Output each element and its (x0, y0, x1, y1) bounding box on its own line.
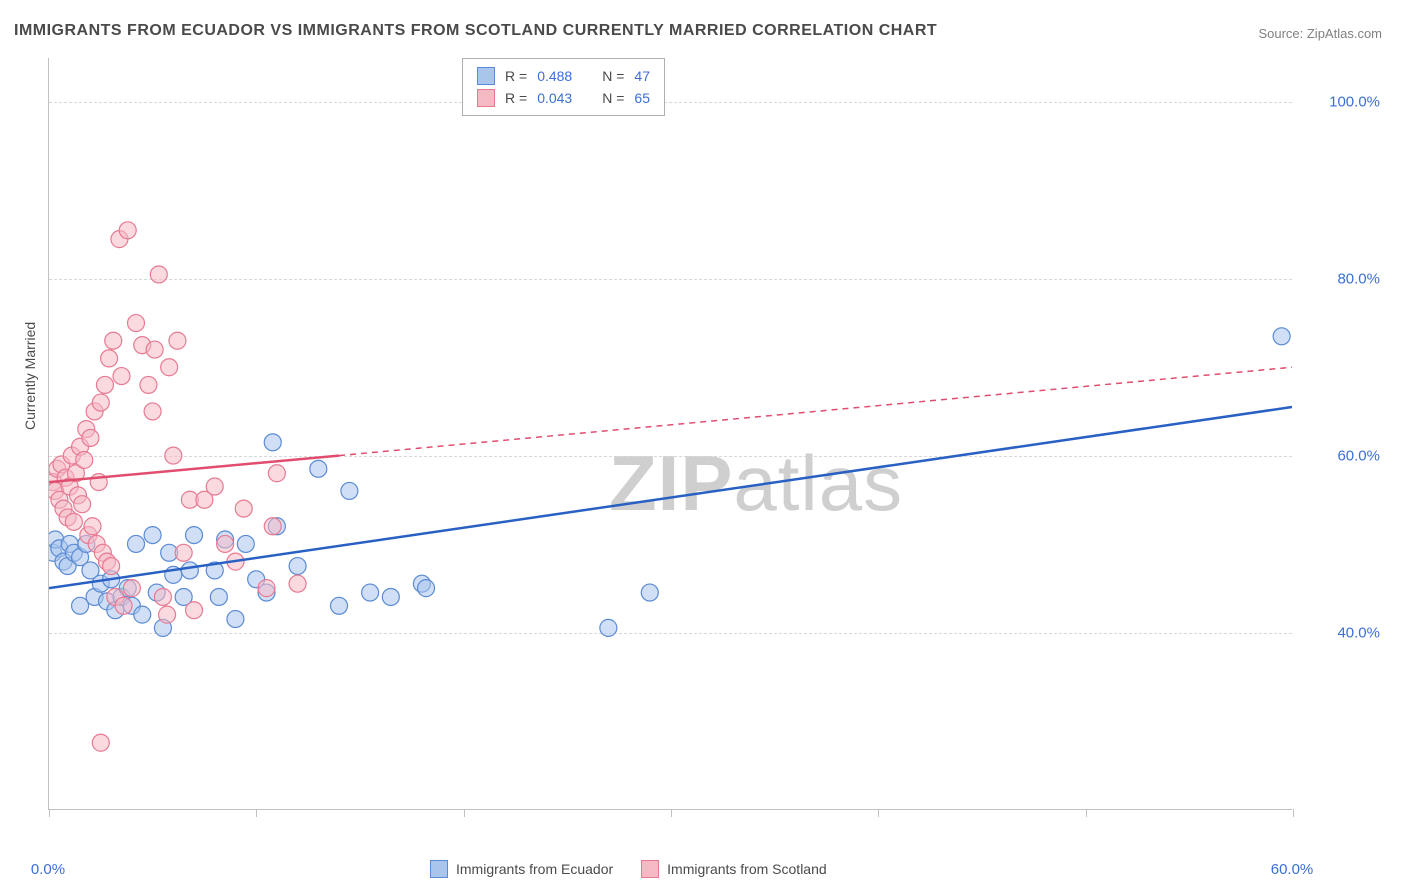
y-tick-label: 40.0% (1337, 625, 1380, 642)
x-tick (878, 809, 879, 817)
chart-svg (49, 58, 1292, 809)
y-tick-label: 100.0% (1329, 94, 1380, 111)
swatch-scotland (477, 89, 495, 107)
legend-row-scotland: R = 0.043 N = 65 (477, 87, 650, 109)
legend-item-ecuador: Immigrants from Ecuador (430, 860, 613, 878)
x-tick-label: 0.0% (31, 861, 65, 878)
r-value-ecuador: 0.488 (537, 68, 572, 84)
r-label: R = (505, 68, 527, 84)
chart-title: IMMIGRANTS FROM ECUADOR VS IMMIGRANTS FR… (14, 22, 937, 40)
y-tick-label: 80.0% (1337, 271, 1380, 288)
legend-label-scotland: Immigrants from Scotland (667, 861, 827, 877)
x-tick (671, 809, 672, 817)
x-tick (256, 809, 257, 817)
source-label: Source: ZipAtlas.com (1258, 26, 1382, 41)
x-tick (49, 809, 50, 817)
legend-item-scotland: Immigrants from Scotland (641, 860, 827, 878)
swatch-scotland-icon (641, 860, 659, 878)
n-value-ecuador: 47 (634, 68, 650, 84)
n-value-scotland: 65 (634, 90, 650, 106)
correlation-legend: R = 0.488 N = 47 R = 0.043 N = 65 (462, 58, 665, 116)
x-tick (464, 809, 465, 817)
swatch-ecuador (477, 67, 495, 85)
n-label: N = (602, 90, 624, 106)
x-tick-label: 60.0% (1271, 861, 1314, 878)
legend-row-ecuador: R = 0.488 N = 47 (477, 65, 650, 87)
x-tick (1086, 809, 1087, 817)
r-value-scotland: 0.043 (537, 90, 572, 106)
y-axis-label: Currently Married (22, 322, 38, 430)
r-label: R = (505, 90, 527, 106)
swatch-ecuador-icon (430, 860, 448, 878)
legend-label-ecuador: Immigrants from Ecuador (456, 861, 613, 877)
x-tick (1293, 809, 1294, 817)
plot-area: ZIPatlas (48, 58, 1292, 810)
y-tick-label: 60.0% (1337, 448, 1380, 465)
n-label: N = (602, 68, 624, 84)
series-legend: Immigrants from Ecuador Immigrants from … (430, 860, 827, 878)
